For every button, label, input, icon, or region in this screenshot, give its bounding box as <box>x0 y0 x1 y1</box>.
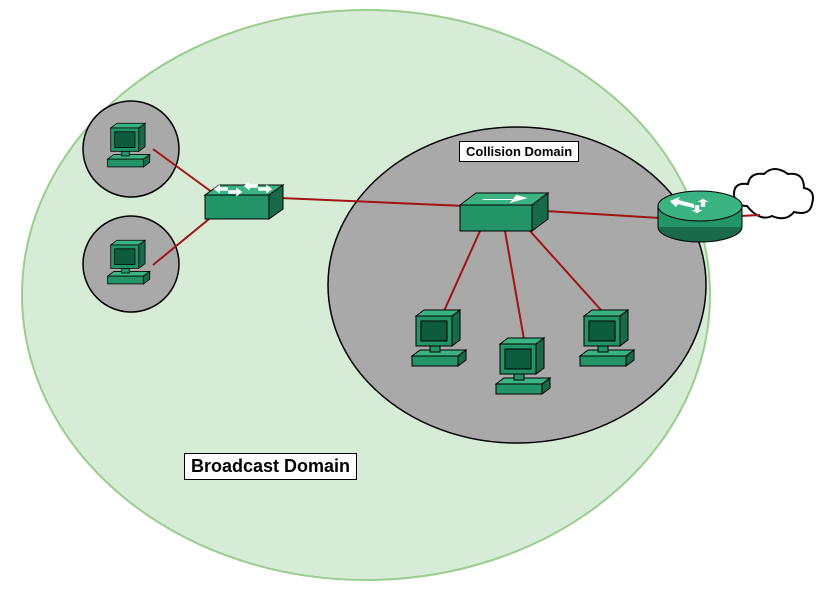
router-icon <box>658 191 742 242</box>
collision-domain-ellipse <box>328 127 706 443</box>
computer-icon <box>108 123 150 167</box>
network-diagram <box>0 0 831 591</box>
hub-icon <box>460 193 548 231</box>
switch-icon <box>205 183 283 219</box>
collision-domain-label: Collision Domain <box>459 141 579 162</box>
computer-icon <box>412 310 466 366</box>
cloud-icon <box>734 169 813 218</box>
computer-icon <box>496 338 550 394</box>
computer-icon <box>580 310 634 366</box>
computer-icon <box>108 240 150 284</box>
broadcast-domain-label: Broadcast Domain <box>184 453 357 480</box>
